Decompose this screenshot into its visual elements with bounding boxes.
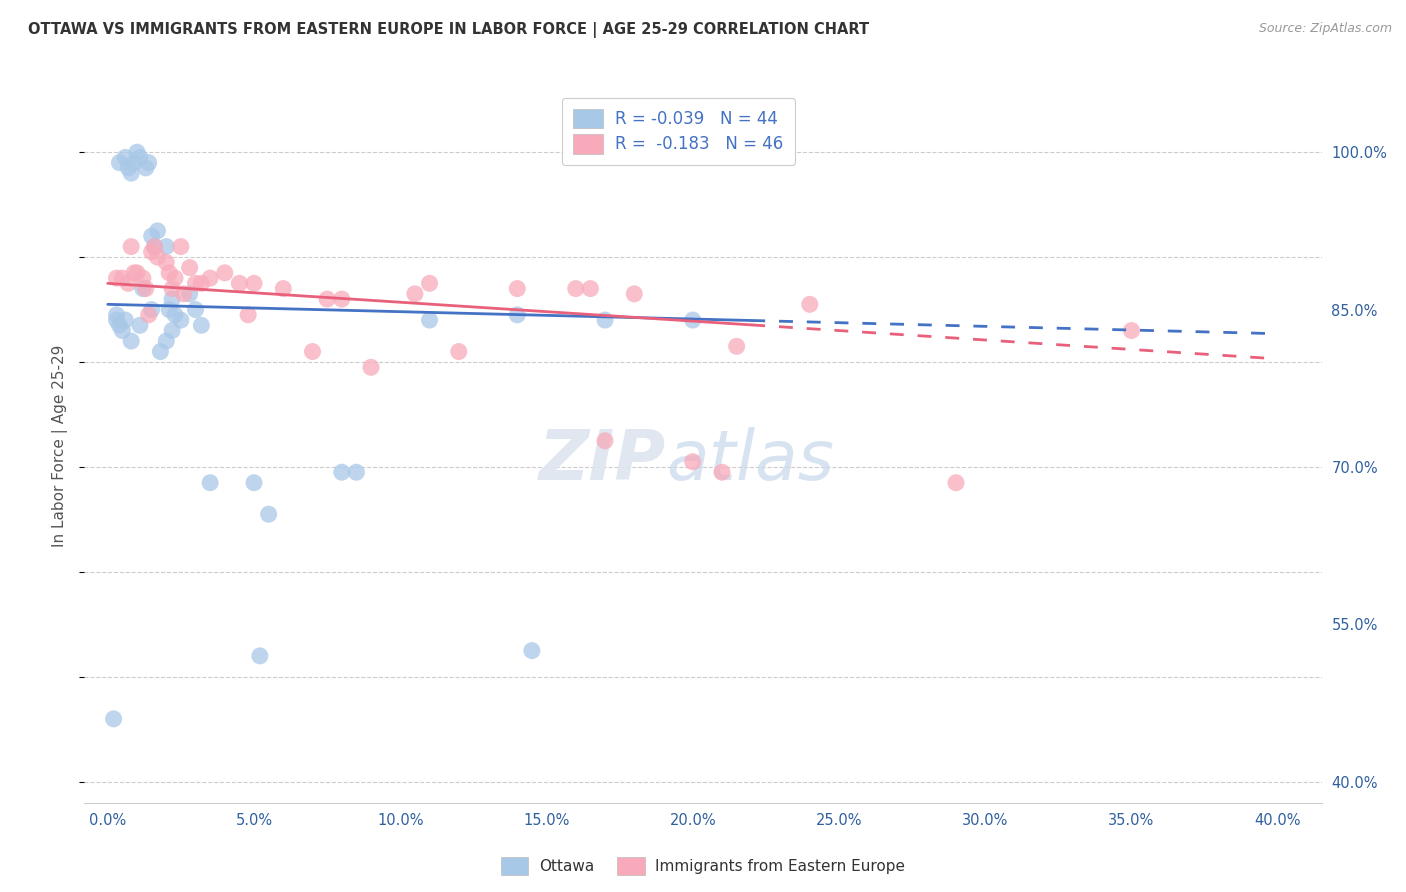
- Point: [132, 271, 155, 285]
- Point: [155, 334, 177, 348]
- Point: [132, 282, 155, 296]
- Point: [945, 475, 967, 490]
- Point: [682, 313, 704, 327]
- Point: [506, 282, 529, 296]
- Point: [114, 313, 136, 327]
- Y-axis label: In Labor Force | Age 25-29: In Labor Force | Age 25-29: [52, 345, 69, 547]
- Point: [184, 302, 207, 317]
- Point: [593, 434, 616, 448]
- Point: [103, 712, 125, 726]
- Text: OTTAWA VS IMMIGRANTS FROM EASTERN EUROPE IN LABOR FORCE | AGE 25-29 CORRELATION : OTTAWA VS IMMIGRANTS FROM EASTERN EUROPE…: [28, 22, 869, 38]
- Point: [108, 155, 131, 169]
- Point: [105, 271, 128, 285]
- Point: [579, 282, 602, 296]
- Point: [725, 339, 748, 353]
- Point: [143, 239, 166, 253]
- Point: [117, 277, 139, 291]
- Point: [344, 465, 367, 479]
- Point: [228, 277, 250, 291]
- Point: [179, 260, 201, 275]
- Point: [138, 155, 160, 169]
- Point: [330, 292, 353, 306]
- Point: [418, 277, 440, 291]
- Point: [108, 318, 131, 333]
- Point: [141, 244, 163, 259]
- Point: [111, 324, 134, 338]
- Point: [160, 282, 183, 296]
- Point: [155, 255, 177, 269]
- Point: [135, 282, 157, 296]
- Point: [141, 302, 163, 317]
- Point: [360, 360, 382, 375]
- Legend: Ottawa, Immigrants from Eastern Europe: Ottawa, Immigrants from Eastern Europe: [495, 851, 911, 880]
- Point: [271, 282, 294, 296]
- Point: [122, 266, 145, 280]
- Point: [418, 313, 440, 327]
- Point: [120, 166, 142, 180]
- Point: [120, 239, 142, 253]
- Point: [301, 344, 323, 359]
- Point: [122, 155, 145, 169]
- Point: [105, 313, 128, 327]
- Point: [157, 266, 180, 280]
- Point: [163, 308, 186, 322]
- Text: atlas: atlas: [666, 426, 834, 494]
- Point: [711, 465, 734, 479]
- Point: [179, 286, 201, 301]
- Point: [146, 250, 169, 264]
- Point: [125, 145, 148, 160]
- Point: [198, 271, 221, 285]
- Point: [623, 286, 645, 301]
- Point: [120, 334, 142, 348]
- Point: [155, 239, 177, 253]
- Point: [149, 344, 172, 359]
- Point: [447, 344, 470, 359]
- Point: [146, 224, 169, 238]
- Point: [160, 324, 183, 338]
- Point: [160, 292, 183, 306]
- Point: [198, 475, 221, 490]
- Point: [117, 161, 139, 175]
- Point: [173, 286, 195, 301]
- Point: [157, 302, 180, 317]
- Point: [506, 308, 529, 322]
- Point: [404, 286, 426, 301]
- Point: [740, 129, 762, 144]
- Point: [143, 239, 166, 253]
- Point: [184, 277, 207, 291]
- Point: [520, 643, 543, 657]
- Point: [330, 465, 353, 479]
- Point: [170, 239, 193, 253]
- Point: [243, 475, 266, 490]
- Point: [141, 229, 163, 244]
- Point: [190, 318, 212, 333]
- Point: [316, 292, 339, 306]
- Text: ZIP: ZIP: [538, 426, 666, 494]
- Point: [799, 297, 821, 311]
- Point: [125, 266, 148, 280]
- Point: [682, 455, 704, 469]
- Point: [105, 308, 128, 322]
- Point: [114, 150, 136, 164]
- Point: [163, 271, 186, 285]
- Point: [190, 277, 212, 291]
- Point: [257, 507, 280, 521]
- Point: [135, 161, 157, 175]
- Point: [129, 150, 152, 164]
- Point: [565, 282, 588, 296]
- Point: [170, 313, 193, 327]
- Point: [214, 266, 236, 280]
- Point: [111, 271, 134, 285]
- Point: [238, 308, 260, 322]
- Point: [249, 648, 271, 663]
- Point: [129, 318, 152, 333]
- Point: [1121, 324, 1143, 338]
- Point: [593, 313, 616, 327]
- Text: Source: ZipAtlas.com: Source: ZipAtlas.com: [1258, 22, 1392, 36]
- Point: [243, 277, 266, 291]
- Point: [138, 308, 160, 322]
